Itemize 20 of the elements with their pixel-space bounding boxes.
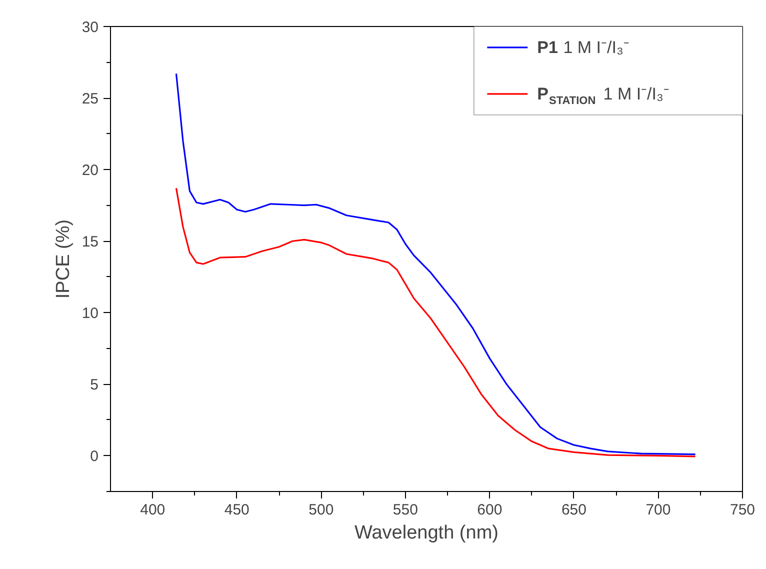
x-tick-label: 600 [477,502,502,518]
x-tick-label: 450 [224,502,250,518]
x-tick-label: 650 [561,502,586,518]
y-tick-label: 30 [82,19,99,36]
legend-label: P1 1 M I⁻/I₃⁻ [537,38,630,57]
y-axis-title: IPCE (%) [52,219,74,299]
line-series [175,187,696,458]
y-tick-label: 20 [82,162,99,180]
y-tick-label: 15 [82,234,99,251]
x-tick-label: 700 [646,502,671,518]
x-tick-label: 750 [730,502,756,518]
x-tick-label: 500 [308,502,334,518]
line-series [175,72,696,456]
y-tick-label: 10 [82,305,99,322]
y-tick-label: 0 [90,448,98,466]
y-tick-label: 5 [90,376,98,394]
x-tick-label: 550 [392,502,418,518]
x-axis-title: Wavelength (nm) [354,522,498,544]
x-tick-label: 400 [140,502,166,518]
y-tick-label: 25 [82,90,99,108]
